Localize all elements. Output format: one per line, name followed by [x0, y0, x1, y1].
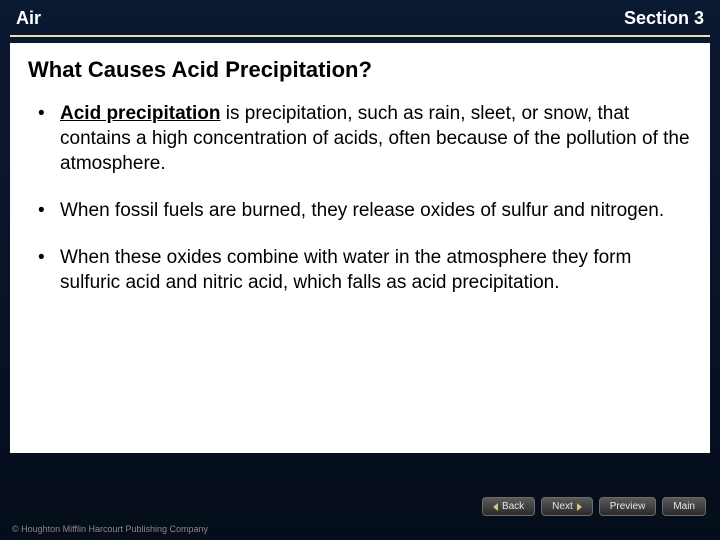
bullet-text: When these oxides combine with water in … [60, 247, 631, 293]
main-label: Main [673, 501, 695, 512]
bullet-item: Acid precipitation is precipitation, suc… [34, 101, 692, 176]
main-button[interactable]: Main [662, 497, 706, 516]
back-arrow-icon [493, 503, 498, 511]
bullet-item: When fossil fuels are burned, they relea… [34, 198, 692, 223]
slide-header: Air Section 3 [0, 0, 720, 35]
preview-button[interactable]: Preview [599, 497, 657, 516]
nav-bar: Back Next Preview Main [482, 497, 706, 516]
back-label: Back [502, 501, 524, 512]
bullet-text: When fossil fuels are burned, they relea… [60, 200, 664, 221]
bullet-term: Acid precipitation [60, 103, 220, 124]
header-right: Section 3 [624, 8, 704, 29]
slide-title: What Causes Acid Precipitation? [28, 57, 692, 83]
header-rule [10, 35, 710, 37]
preview-label: Preview [610, 501, 646, 512]
header-left: Air [16, 8, 41, 29]
next-button[interactable]: Next [541, 497, 593, 516]
bullet-item: When these oxides combine with water in … [34, 245, 692, 295]
back-button[interactable]: Back [482, 497, 535, 516]
slide: Air Section 3 What Causes Acid Precipita… [0, 0, 720, 540]
bullet-list: Acid precipitation is precipitation, suc… [28, 101, 692, 295]
footer: Back Next Preview Main © Houghton Miffli… [0, 480, 720, 540]
next-label: Next [552, 501, 573, 512]
copyright-text: © Houghton Mifflin Harcourt Publishing C… [12, 524, 208, 534]
next-arrow-icon [577, 503, 582, 511]
content-area: What Causes Acid Precipitation? Acid pre… [10, 43, 710, 453]
